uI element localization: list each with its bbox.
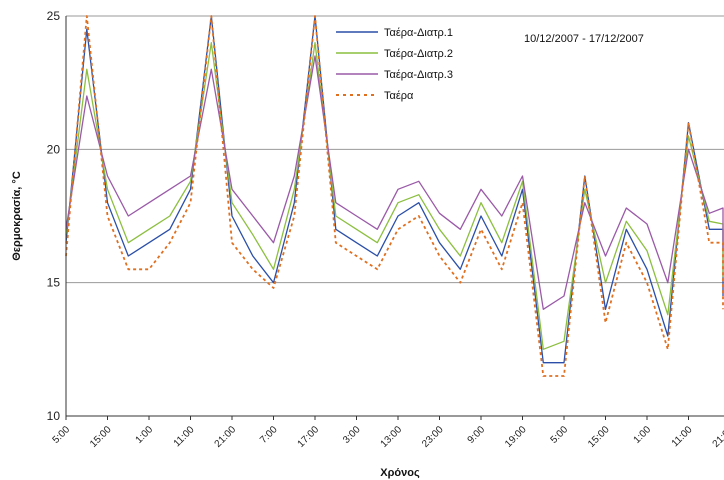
y-tick-label: 20 <box>47 142 61 156</box>
x-tick-label: 19:00 <box>503 424 529 450</box>
y-tick-label: 15 <box>47 276 61 290</box>
series-3 <box>65 55 724 310</box>
legend-label: Ταέρα-Διατρ.2 <box>384 48 453 60</box>
x-tick-label: 11:00 <box>172 424 197 449</box>
series-line <box>65 55 724 310</box>
x-tick-label: 9:00 <box>466 424 488 446</box>
series-line <box>65 15 724 364</box>
x-tick-label: 1:00 <box>632 424 654 446</box>
series-line <box>65 42 724 350</box>
legend: Ταέρα-Διατρ.1 Ταέρα-Διατρ.2 Ταέρα-Διατρ.3 Τ… <box>336 27 453 102</box>
x-tick-label: 1:00 <box>134 424 156 446</box>
x-tick-label: 3:00 <box>341 424 363 446</box>
x-tick-label: 15:00 <box>586 424 612 450</box>
legend-label: Ταέρα <box>384 90 414 102</box>
x-tick-label: 5:00 <box>549 424 571 446</box>
x-tick-label: 21:00 <box>213 424 239 450</box>
y-tick-labels: 10 15 20 25 <box>47 9 61 423</box>
date-range-annotation: 10/12/2007 - 17/12/2007 <box>524 33 644 45</box>
y-tick-label: 10 <box>47 409 61 423</box>
x-tick-label: 5:00 <box>51 424 73 446</box>
x-tick-label: 17:00 <box>296 424 322 450</box>
x-tick-label: 15:00 <box>88 424 114 450</box>
legend-label: Ταέρα-Διατρ.3 <box>384 69 453 81</box>
x-axis-label: Χρόνος <box>380 467 420 479</box>
y-tick-label: 25 <box>47 9 61 23</box>
y-axis-label: Θερμοκρασία, °C <box>11 171 23 261</box>
series-1 <box>65 15 724 364</box>
series-4 <box>65 15 724 377</box>
x-tick-labels: 5:00 15:00 1:00 11:00 21:00 7:00 17:00 3:00 13:0… <box>51 416 724 450</box>
series-line <box>65 15 724 377</box>
series-layer <box>65 15 724 377</box>
x-tick-label: 23:00 <box>420 424 446 450</box>
axis-layer <box>65 16 724 417</box>
series-2 <box>65 42 724 350</box>
x-tick-label: 7:00 <box>258 424 280 446</box>
x-tick-label: 13:00 <box>379 424 405 450</box>
x-tick-label: 11:00 <box>670 424 695 449</box>
x-tick-label: 21:00 <box>711 424 724 450</box>
legend-label: Ταέρα-Διατρ.1 <box>384 27 453 39</box>
